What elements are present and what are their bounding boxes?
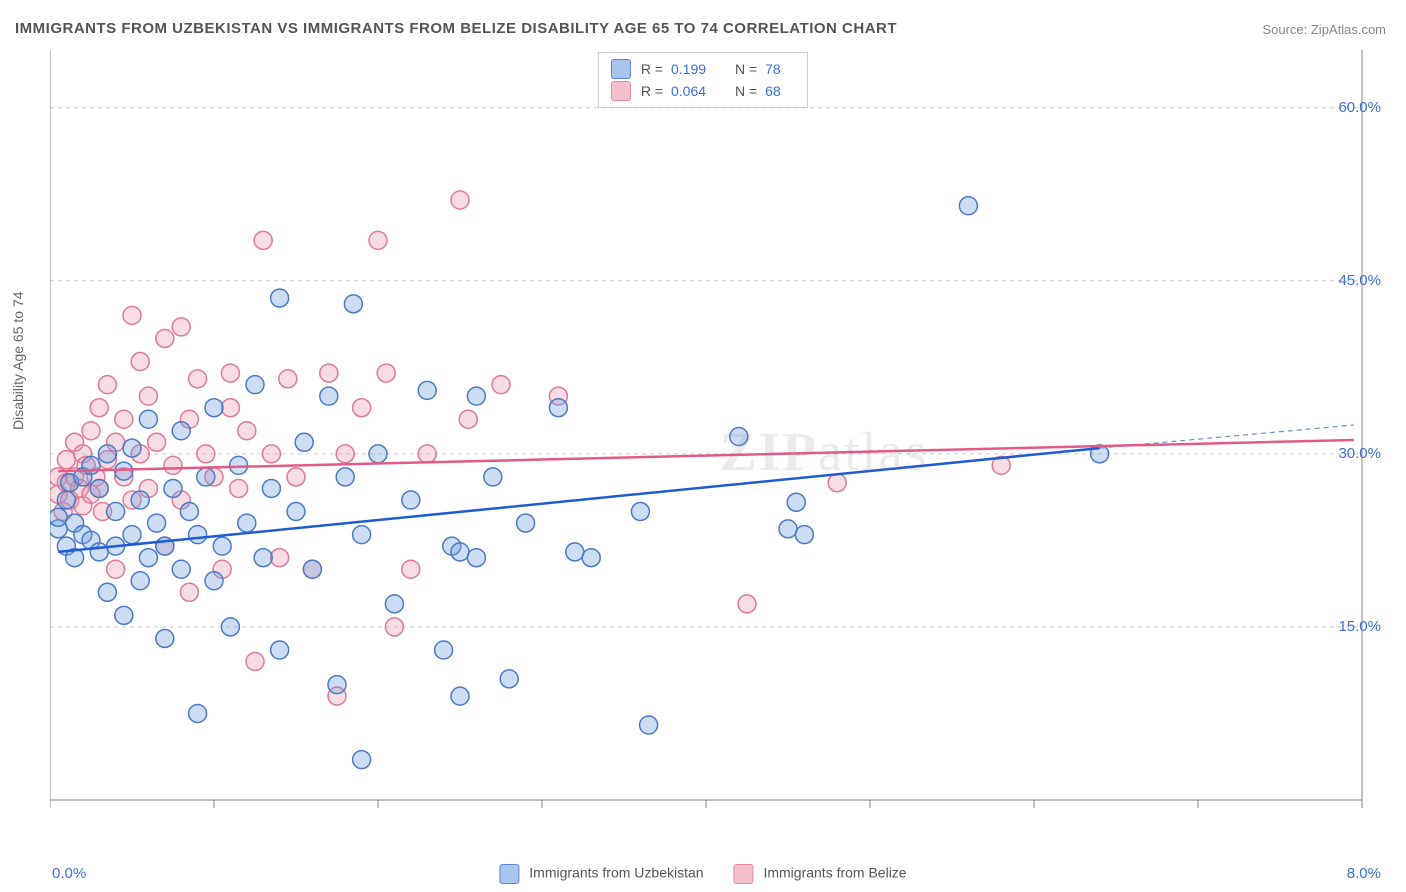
legend-item-belize: Immigrants from Belize — [734, 864, 907, 884]
y-tick-15: 15.0% — [1338, 618, 1381, 635]
n-value-uzbekistan: 78 — [765, 58, 795, 80]
y-tick-45: 45.0% — [1338, 272, 1381, 289]
r-label: R = — [641, 58, 667, 80]
watermark: ZIPatlas — [720, 420, 928, 483]
legend-swatch-uzbekistan — [611, 59, 631, 79]
legend-swatch-belize — [734, 864, 754, 884]
y-axis-label: Disability Age 65 to 74 — [10, 291, 26, 430]
y-tick-60: 60.0% — [1338, 99, 1381, 116]
n-label: N = — [735, 58, 761, 80]
x-tick-min: 0.0% — [52, 865, 86, 882]
legend-swatch-uzbekistan — [499, 864, 519, 884]
chart-container: IMMIGRANTS FROM UZBEKISTAN VS IMMIGRANTS… — [0, 0, 1406, 892]
legend-label-belize: Immigrants from Belize — [763, 865, 906, 881]
legend-item-uzbekistan: Immigrants from Uzbekistan — [499, 864, 703, 884]
source-label: Source: ZipAtlas.com — [1262, 22, 1386, 37]
correlation-legend: R = 0.199 N = 78 R = 0.064 N = 68 — [598, 52, 808, 108]
y-tick-30: 30.0% — [1338, 445, 1381, 462]
scatter-chart — [50, 50, 1380, 830]
r-label: R = — [641, 80, 667, 102]
legend-row-belize: R = 0.064 N = 68 — [611, 80, 795, 102]
series-legend: Immigrants from Uzbekistan Immigrants fr… — [499, 864, 906, 884]
legend-label-uzbekistan: Immigrants from Uzbekistan — [529, 865, 703, 881]
r-value-belize: 0.064 — [671, 80, 721, 102]
legend-row-uzbekistan: R = 0.199 N = 78 — [611, 58, 795, 80]
n-label: N = — [735, 80, 761, 102]
r-value-uzbekistan: 0.199 — [671, 58, 721, 80]
x-tick-max: 8.0% — [1347, 865, 1381, 882]
legend-swatch-belize — [611, 81, 631, 101]
chart-title: IMMIGRANTS FROM UZBEKISTAN VS IMMIGRANTS… — [15, 20, 897, 37]
n-value-belize: 68 — [765, 80, 795, 102]
